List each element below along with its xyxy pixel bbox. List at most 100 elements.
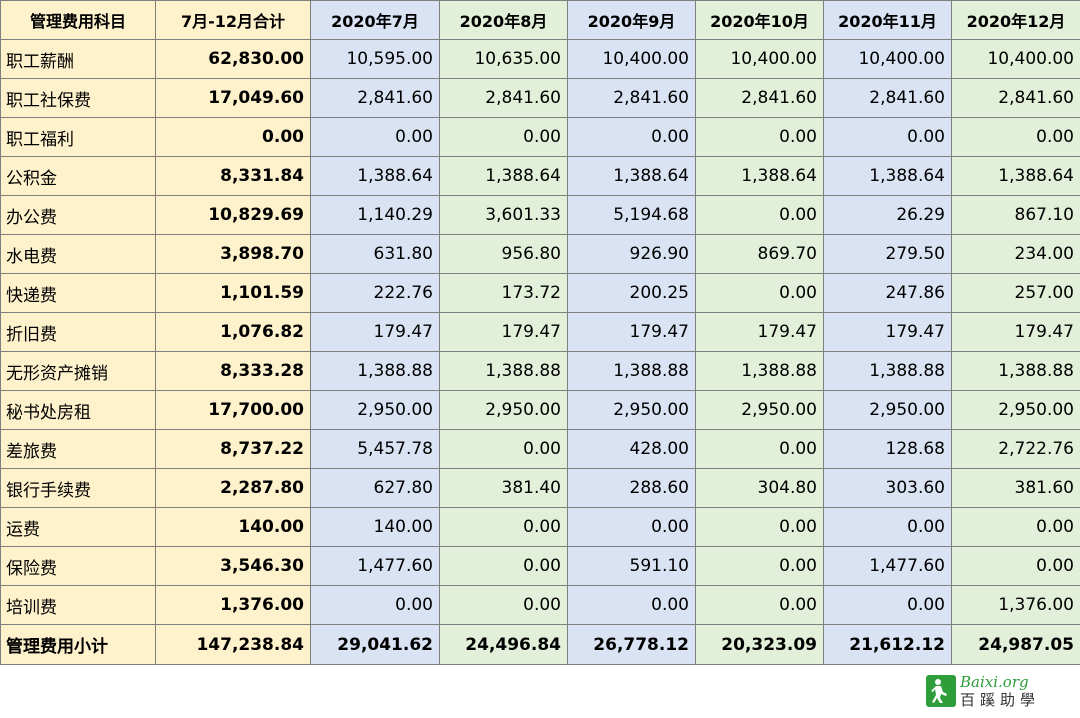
month-value: 179.47 (951, 312, 1080, 352)
month-value: 381.40 (439, 468, 568, 508)
month-value: 1,388.64 (567, 156, 696, 196)
month-value: 0.00 (823, 507, 952, 547)
month-value: 2,841.60 (310, 78, 440, 118)
month-value: 428.00 (567, 429, 696, 469)
month-value: 179.47 (695, 312, 824, 352)
month-value: 0.00 (439, 585, 568, 625)
month-value: 0.00 (951, 117, 1080, 157)
header-month: 2020年12月 (951, 0, 1080, 40)
month-value: 0.00 (823, 117, 952, 157)
month-value: 2,950.00 (951, 390, 1080, 430)
watermark-site: Baixi.org (960, 672, 1029, 691)
table-row: 快递费 1,101.59 222.76 173.72 200.25 0.00 247.86 2… (0, 273, 1080, 313)
month-value: 627.80 (310, 468, 440, 508)
month-value: 1,477.60 (310, 546, 440, 586)
row-total: 17,049.60 (155, 78, 311, 118)
month-value: 10,400.00 (567, 39, 696, 79)
row-total: 2,287.80 (155, 468, 311, 508)
month-value: 1,388.88 (951, 351, 1080, 391)
row-label: 办公费 (0, 195, 156, 235)
row-total: 10,829.69 (155, 195, 311, 235)
row-total: 3,546.30 (155, 546, 311, 586)
row-label: 培训费 (0, 585, 156, 625)
month-value: 257.00 (951, 273, 1080, 313)
row-total: 1,376.00 (155, 585, 311, 625)
header-row: 管理费用科目 7月-12月合计 2020年7月 2020年8月 2020年9月 … (0, 0, 1080, 40)
month-value: 3,601.33 (439, 195, 568, 235)
month-value: 2,950.00 (567, 390, 696, 430)
row-total: 8,333.28 (155, 351, 311, 391)
row-label: 运费 (0, 507, 156, 547)
month-value: 1,388.88 (823, 351, 952, 391)
table-row: 差旅费 8,737.22 5,457.78 0.00 428.00 0.00 128.68 2… (0, 429, 1080, 469)
month-value: 304.80 (695, 468, 824, 508)
watermark-logo: Baixi.org 百蹊助學 (926, 670, 1074, 712)
month-value: 29,041.62 (310, 624, 440, 665)
row-total: 1,101.59 (155, 273, 311, 313)
month-value: 867.10 (951, 195, 1080, 235)
month-value: 591.10 (567, 546, 696, 586)
month-value: 1,388.64 (823, 156, 952, 196)
month-value: 1,388.88 (695, 351, 824, 391)
table-row: 折旧费 1,076.82 179.47 179.47 179.47 179.47 179.4… (0, 312, 1080, 352)
row-label: 公积金 (0, 156, 156, 196)
month-value: 1,388.88 (310, 351, 440, 391)
month-value: 0.00 (439, 507, 568, 547)
row-total: 0.00 (155, 117, 311, 157)
month-value: 381.60 (951, 468, 1080, 508)
row-total: 140.00 (155, 507, 311, 547)
month-value: 1,140.29 (310, 195, 440, 235)
month-value: 303.60 (823, 468, 952, 508)
row-label: 职工福利 (0, 117, 156, 157)
month-value: 26,778.12 (567, 624, 696, 665)
month-value: 2,841.60 (695, 78, 824, 118)
month-value: 20,323.09 (695, 624, 824, 665)
row-label: 秘书处房租 (0, 390, 156, 430)
month-value: 2,950.00 (823, 390, 952, 430)
month-value: 128.68 (823, 429, 952, 469)
month-value: 2,841.60 (951, 78, 1080, 118)
table-row: 银行手续费 2,287.80 627.80 381.40 288.60 304.80 303… (0, 468, 1080, 508)
month-value: 926.90 (567, 234, 696, 274)
subtotal-row: 管理费用小计 147,238.84 29,041.62 24,496.84 26,778… (0, 624, 1080, 665)
row-total: 147,238.84 (155, 624, 311, 665)
month-value: 1,376.00 (951, 585, 1080, 625)
month-value: 247.86 (823, 273, 952, 313)
month-value: 1,388.64 (439, 156, 568, 196)
month-value: 0.00 (439, 546, 568, 586)
month-value: 21,612.12 (823, 624, 952, 665)
month-value: 0.00 (951, 507, 1080, 547)
row-total: 1,076.82 (155, 312, 311, 352)
row-label: 职工社保费 (0, 78, 156, 118)
month-value: 0.00 (823, 585, 952, 625)
month-value: 1,388.64 (310, 156, 440, 196)
table-body: 职工薪酬 62,830.00 10,595.00 10,635.00 10,400.00… (0, 39, 1080, 665)
watermark-brand: 百蹊助學 (960, 690, 1041, 709)
header-month: 2020年8月 (439, 0, 568, 40)
table-row: 职工社保费 17,049.60 2,841.60 2,841.60 2,841.60 2,… (0, 78, 1080, 118)
row-total: 8,331.84 (155, 156, 311, 196)
table-row: 职工薪酬 62,830.00 10,595.00 10,635.00 10,400.00… (0, 39, 1080, 79)
month-value: 179.47 (823, 312, 952, 352)
month-value: 2,841.60 (823, 78, 952, 118)
month-value: 0.00 (695, 429, 824, 469)
month-value: 0.00 (310, 585, 440, 625)
month-value: 0.00 (951, 546, 1080, 586)
month-value: 0.00 (695, 273, 824, 313)
table-row: 保险费 3,546.30 1,477.60 0.00 591.10 0.00 1,477.6… (0, 546, 1080, 586)
month-value: 1,388.64 (951, 156, 1080, 196)
month-value: 0.00 (695, 585, 824, 625)
row-total: 3,898.70 (155, 234, 311, 274)
month-value: 869.70 (695, 234, 824, 274)
row-label: 职工薪酬 (0, 39, 156, 79)
month-value: 2,722.76 (951, 429, 1080, 469)
month-value: 222.76 (310, 273, 440, 313)
month-value: 2,950.00 (439, 390, 568, 430)
month-value: 0.00 (567, 507, 696, 547)
month-value: 288.60 (567, 468, 696, 508)
table-row: 运费 140.00 140.00 0.00 0.00 0.00 0.00 0.00 (0, 507, 1080, 547)
row-total: 62,830.00 (155, 39, 311, 79)
row-label: 差旅费 (0, 429, 156, 469)
table-row: 公积金 8,331.84 1,388.64 1,388.64 1,388.64 1,388… (0, 156, 1080, 196)
month-value: 0.00 (439, 429, 568, 469)
